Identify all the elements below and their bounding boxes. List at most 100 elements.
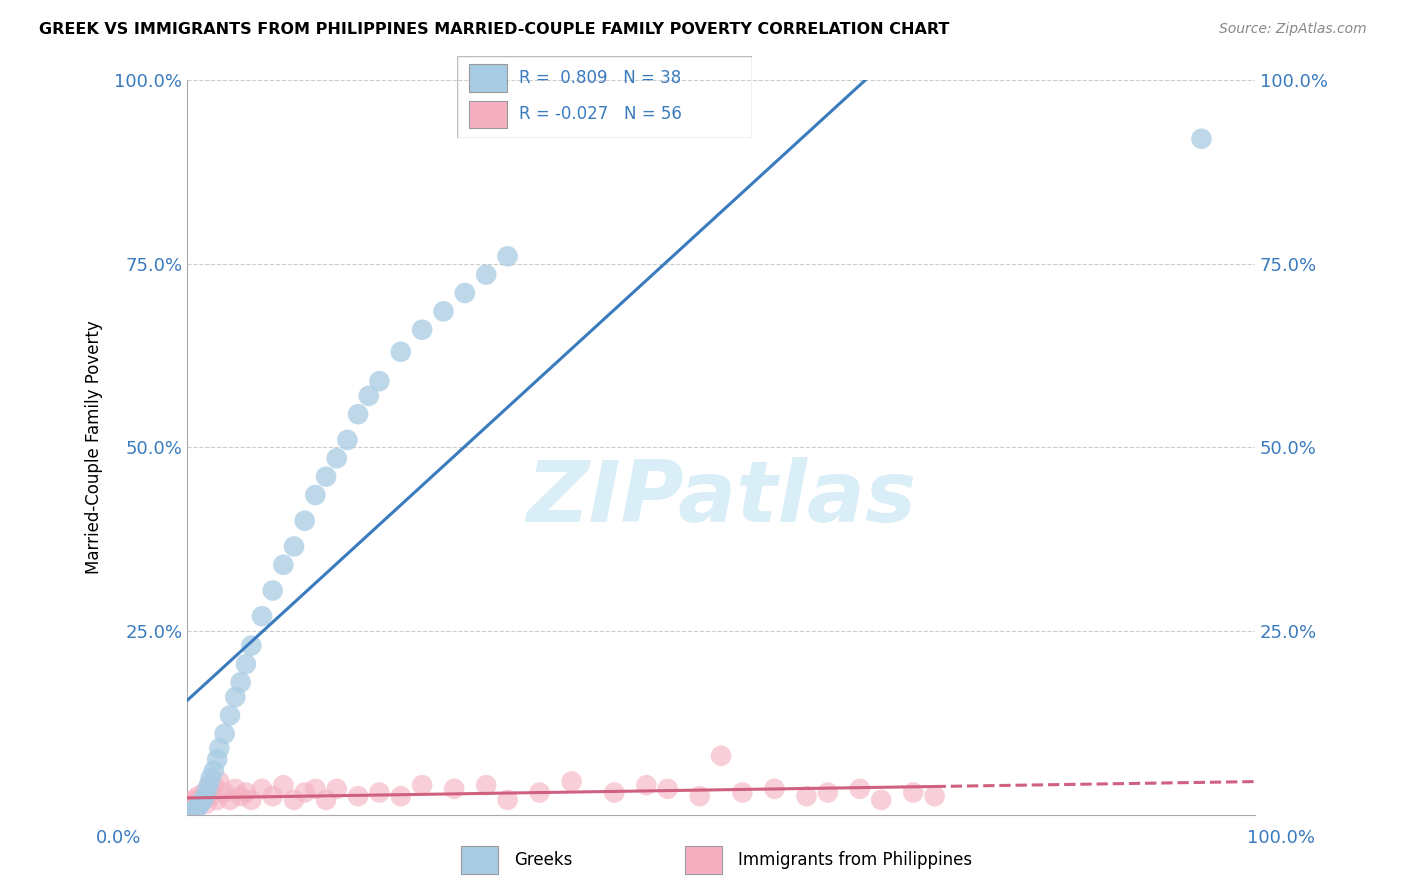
Point	[202, 778, 225, 792]
Point	[636, 778, 658, 792]
Point	[763, 781, 786, 796]
Point	[235, 785, 257, 799]
Point	[187, 789, 209, 804]
Point	[262, 583, 284, 598]
Bar	[468, 101, 508, 128]
Point	[188, 797, 211, 811]
Point	[188, 797, 211, 811]
Point	[184, 794, 207, 808]
Text: Immigrants from Philippines: Immigrants from Philippines	[738, 851, 973, 869]
Point	[283, 540, 305, 554]
Text: GREEK VS IMMIGRANTS FROM PHILIPPINES MARRIED-COUPLE FAMILY POVERTY CORRELATION C: GREEK VS IMMIGRANTS FROM PHILIPPINES MAR…	[39, 22, 949, 37]
Point	[250, 781, 273, 796]
Y-axis label: Married-Couple Family Poverty: Married-Couple Family Poverty	[86, 320, 103, 574]
Point	[262, 789, 284, 804]
Text: 0.0%: 0.0%	[96, 829, 141, 847]
Point	[176, 804, 198, 818]
Point	[197, 778, 219, 792]
Point	[179, 797, 201, 811]
Point	[240, 793, 263, 807]
Point	[304, 781, 326, 796]
Point	[315, 469, 337, 483]
Point	[689, 789, 711, 804]
Point	[849, 781, 872, 796]
Point	[195, 785, 218, 799]
Point	[179, 805, 201, 820]
Point	[475, 778, 498, 792]
Point	[181, 804, 204, 818]
Bar	[468, 64, 508, 92]
Point	[432, 304, 454, 318]
Point	[235, 657, 257, 671]
Point	[200, 771, 222, 785]
Point	[529, 785, 551, 799]
Point	[187, 800, 209, 814]
Point	[273, 558, 295, 572]
Point	[731, 785, 754, 799]
Point	[357, 389, 380, 403]
Point	[475, 268, 498, 282]
Point	[195, 797, 218, 811]
Point	[325, 451, 347, 466]
Point	[283, 793, 305, 807]
Point	[496, 249, 519, 263]
Point	[180, 802, 202, 816]
Point	[389, 789, 412, 804]
Point	[903, 785, 925, 799]
Point	[368, 374, 391, 388]
Point	[193, 785, 215, 799]
Point	[193, 793, 215, 807]
Point	[347, 407, 370, 421]
Point	[219, 793, 242, 807]
Point	[197, 781, 219, 796]
Point	[411, 323, 433, 337]
Point	[202, 764, 225, 778]
Text: Source: ZipAtlas.com: Source: ZipAtlas.com	[1219, 22, 1367, 37]
Text: R =  0.809   N = 38: R = 0.809 N = 38	[519, 70, 681, 87]
Point	[186, 800, 208, 814]
Point	[179, 806, 201, 821]
Point	[1191, 132, 1213, 146]
Point	[454, 285, 477, 300]
Point	[796, 789, 818, 804]
Point	[561, 774, 583, 789]
Text: ZIPatlas: ZIPatlas	[526, 458, 917, 541]
Point	[710, 748, 733, 763]
Point	[817, 785, 839, 799]
Point	[870, 793, 893, 807]
Point	[657, 781, 679, 796]
Point	[229, 789, 252, 804]
Point	[184, 804, 207, 818]
Point	[496, 793, 519, 807]
Point	[603, 785, 626, 799]
Bar	[685, 847, 723, 873]
Point	[181, 798, 204, 813]
Point	[336, 433, 359, 447]
Point	[389, 344, 412, 359]
Point	[200, 789, 222, 804]
Point	[177, 800, 200, 814]
Point	[184, 802, 207, 816]
Point	[208, 774, 231, 789]
Point	[250, 609, 273, 624]
Point	[273, 778, 295, 792]
Point	[214, 727, 236, 741]
Text: Greeks: Greeks	[515, 851, 572, 869]
Point	[191, 793, 214, 807]
Point	[240, 639, 263, 653]
Point	[411, 778, 433, 792]
Point	[924, 789, 946, 804]
Point	[304, 488, 326, 502]
Point	[347, 789, 370, 804]
Point	[208, 741, 231, 756]
Point	[229, 675, 252, 690]
Point	[443, 781, 465, 796]
Point	[294, 514, 316, 528]
Text: 100.0%: 100.0%	[1247, 829, 1315, 847]
Bar	[461, 847, 498, 873]
Point	[214, 785, 236, 799]
Point	[368, 785, 391, 799]
Point	[325, 781, 347, 796]
Point	[315, 793, 337, 807]
Point	[219, 708, 242, 723]
